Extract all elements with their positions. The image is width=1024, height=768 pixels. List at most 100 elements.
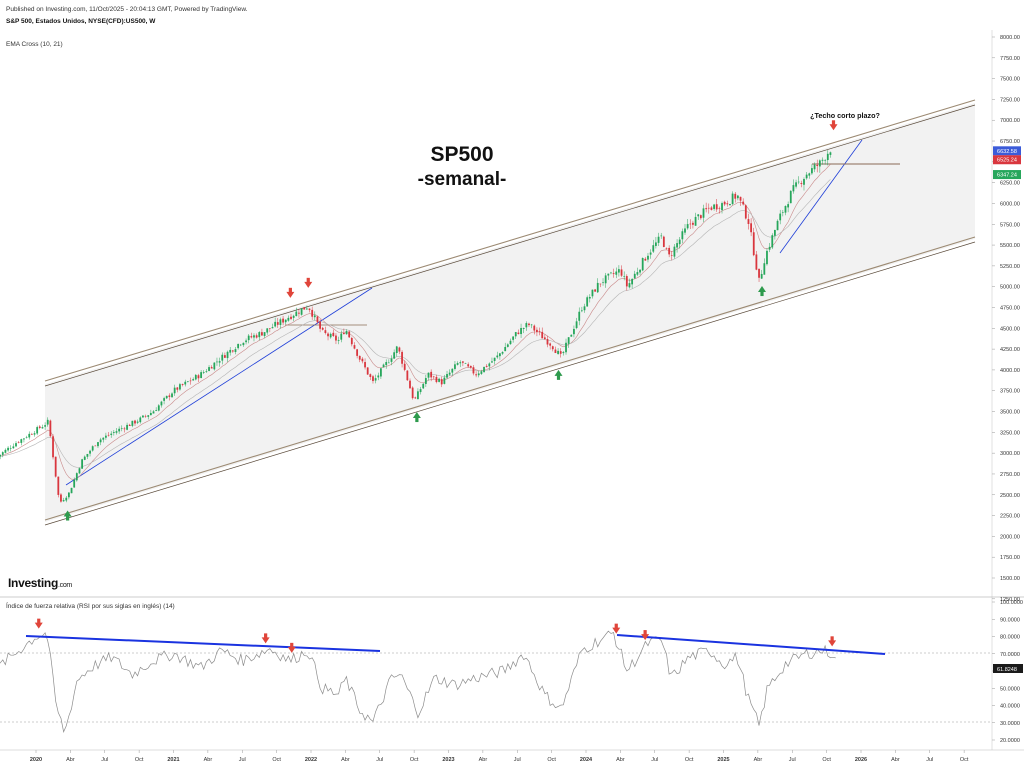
candle-body <box>715 204 718 210</box>
candle-body <box>356 349 359 356</box>
candle-body <box>15 443 17 447</box>
candle-body <box>713 204 715 209</box>
candle-body <box>41 427 44 429</box>
candle-body <box>787 204 790 208</box>
red-arrow-icon <box>261 637 270 644</box>
candle-body <box>734 193 737 199</box>
candle-body <box>107 434 110 436</box>
rsi-trendline-left <box>25 635 381 652</box>
candle-body <box>147 415 150 417</box>
red-arrow-icon <box>34 622 43 629</box>
time-tick-label: Jul <box>376 757 383 763</box>
candle-body <box>0 454 2 457</box>
candle-body <box>282 318 284 323</box>
candle-body <box>409 380 411 389</box>
red-arrow-stem <box>831 120 836 125</box>
red-arrow-icon <box>612 627 621 634</box>
candle-body <box>1 452 4 455</box>
candle-body <box>562 352 565 354</box>
price-axis: 8000.00 7750.00 7500.00 7250.00 7000.00 6750.… <box>992 35 1020 603</box>
candle-body <box>570 334 573 337</box>
candle-body <box>580 310 583 312</box>
candle-body <box>224 355 226 358</box>
candle-body <box>372 376 374 382</box>
candle-body <box>134 420 136 424</box>
candle-body <box>686 224 689 229</box>
candle-body <box>411 387 414 399</box>
time-tick-label: Abr <box>754 757 763 763</box>
candle-body <box>30 434 33 435</box>
candle-body <box>475 374 478 376</box>
candle-body <box>46 419 49 425</box>
red-arrow-icon <box>828 640 837 647</box>
candle-body <box>387 362 390 364</box>
candle-body <box>771 235 774 248</box>
price-tick-label: 6000.00 <box>1000 201 1020 207</box>
candle-body <box>438 378 440 382</box>
candle-body <box>181 384 184 385</box>
green-arrow-stem <box>760 291 764 297</box>
candle-body <box>750 223 753 233</box>
candle-body <box>583 306 586 311</box>
candle-body <box>710 207 713 210</box>
candle-body <box>528 323 530 326</box>
candle-body <box>501 352 504 354</box>
price-tick-label: 4250.00 <box>1000 347 1020 353</box>
green-arrow-icon <box>554 369 563 376</box>
candle-body <box>546 339 549 345</box>
candle-body <box>94 445 97 447</box>
candle-body <box>747 219 750 224</box>
candle-body <box>477 373 480 376</box>
time-tick-label: Jul <box>926 757 933 763</box>
candle-body <box>313 315 316 318</box>
price-tick-label: 8000.00 <box>1000 35 1020 41</box>
candle-body <box>504 346 507 352</box>
candle-body <box>575 321 578 329</box>
candle-body <box>602 282 604 283</box>
channel-upper-line-a <box>44 99 976 382</box>
candle-body <box>173 387 176 394</box>
candle-body <box>731 193 734 204</box>
candle-body <box>467 364 470 367</box>
candle-body <box>443 377 446 384</box>
candle-body <box>800 183 803 185</box>
candle-body <box>774 229 776 236</box>
candle-body <box>779 213 782 221</box>
price-tick-label: 1250.00 <box>1000 597 1020 603</box>
red-arrow-stem <box>643 630 647 635</box>
candle-body <box>184 381 187 385</box>
candle-body <box>274 321 277 327</box>
rsi-value-label: 61.8248 <box>997 667 1017 673</box>
candle-body <box>480 371 483 374</box>
candle-body <box>639 269 641 273</box>
candle-body <box>670 255 673 256</box>
candle-body <box>329 333 332 338</box>
candle-body <box>345 330 348 335</box>
candle-body <box>65 497 68 501</box>
candle-body <box>803 179 805 185</box>
candle-body <box>327 333 329 337</box>
candle-body <box>335 335 337 341</box>
candle-body <box>617 269 620 273</box>
candle-body <box>464 363 467 364</box>
candle-body <box>126 424 128 430</box>
candle-body <box>229 349 232 353</box>
candle-body <box>461 361 464 363</box>
candle-body <box>160 401 163 406</box>
rsi-tick-label: 30.0000 <box>1000 721 1020 727</box>
candle-body <box>70 487 73 494</box>
candle-body <box>261 332 263 336</box>
candle-body <box>520 327 522 335</box>
candle-body <box>86 453 89 457</box>
candle-body <box>760 273 763 279</box>
candle-body <box>795 182 797 187</box>
candle-body <box>596 282 599 293</box>
candle-body <box>28 433 31 438</box>
green-arrow-stem <box>66 516 70 521</box>
candle-body <box>319 321 321 329</box>
candle-body <box>189 380 192 382</box>
candle-body <box>25 437 28 438</box>
candle-body <box>44 425 46 427</box>
candle-body <box>565 342 567 353</box>
